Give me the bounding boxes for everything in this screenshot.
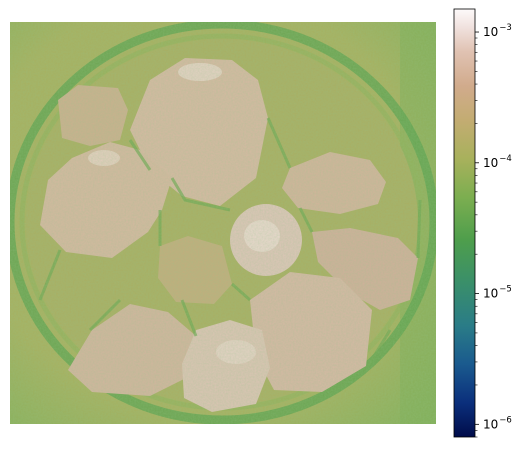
heatmap-texture (10, 22, 436, 424)
tick-label-exponent: −5 (499, 285, 512, 295)
colorbar-tick-label: 10−5 (483, 285, 512, 301)
colorbar-ticks: 10−610−510−410−3 (475, 23, 512, 438)
heatmap-image (10, 22, 436, 424)
tick-label-base: 10 (483, 156, 498, 170)
tick-label-base: 10 (483, 25, 498, 39)
colorbar-gradient (453, 8, 476, 438)
colorbar-tick-label: 10−6 (483, 415, 512, 431)
colorbar-tick-label: 10−3 (483, 23, 512, 39)
tick-label-base: 10 (483, 417, 498, 431)
tick-label-base: 10 (483, 287, 498, 301)
colorbar-tick-label: 10−4 (483, 154, 512, 170)
tick-label-exponent: −3 (499, 23, 512, 33)
tick-label-exponent: −4 (499, 154, 512, 164)
colorbar: 10−610−510−410−3 (453, 8, 512, 438)
tick-label-exponent: −6 (499, 415, 512, 425)
